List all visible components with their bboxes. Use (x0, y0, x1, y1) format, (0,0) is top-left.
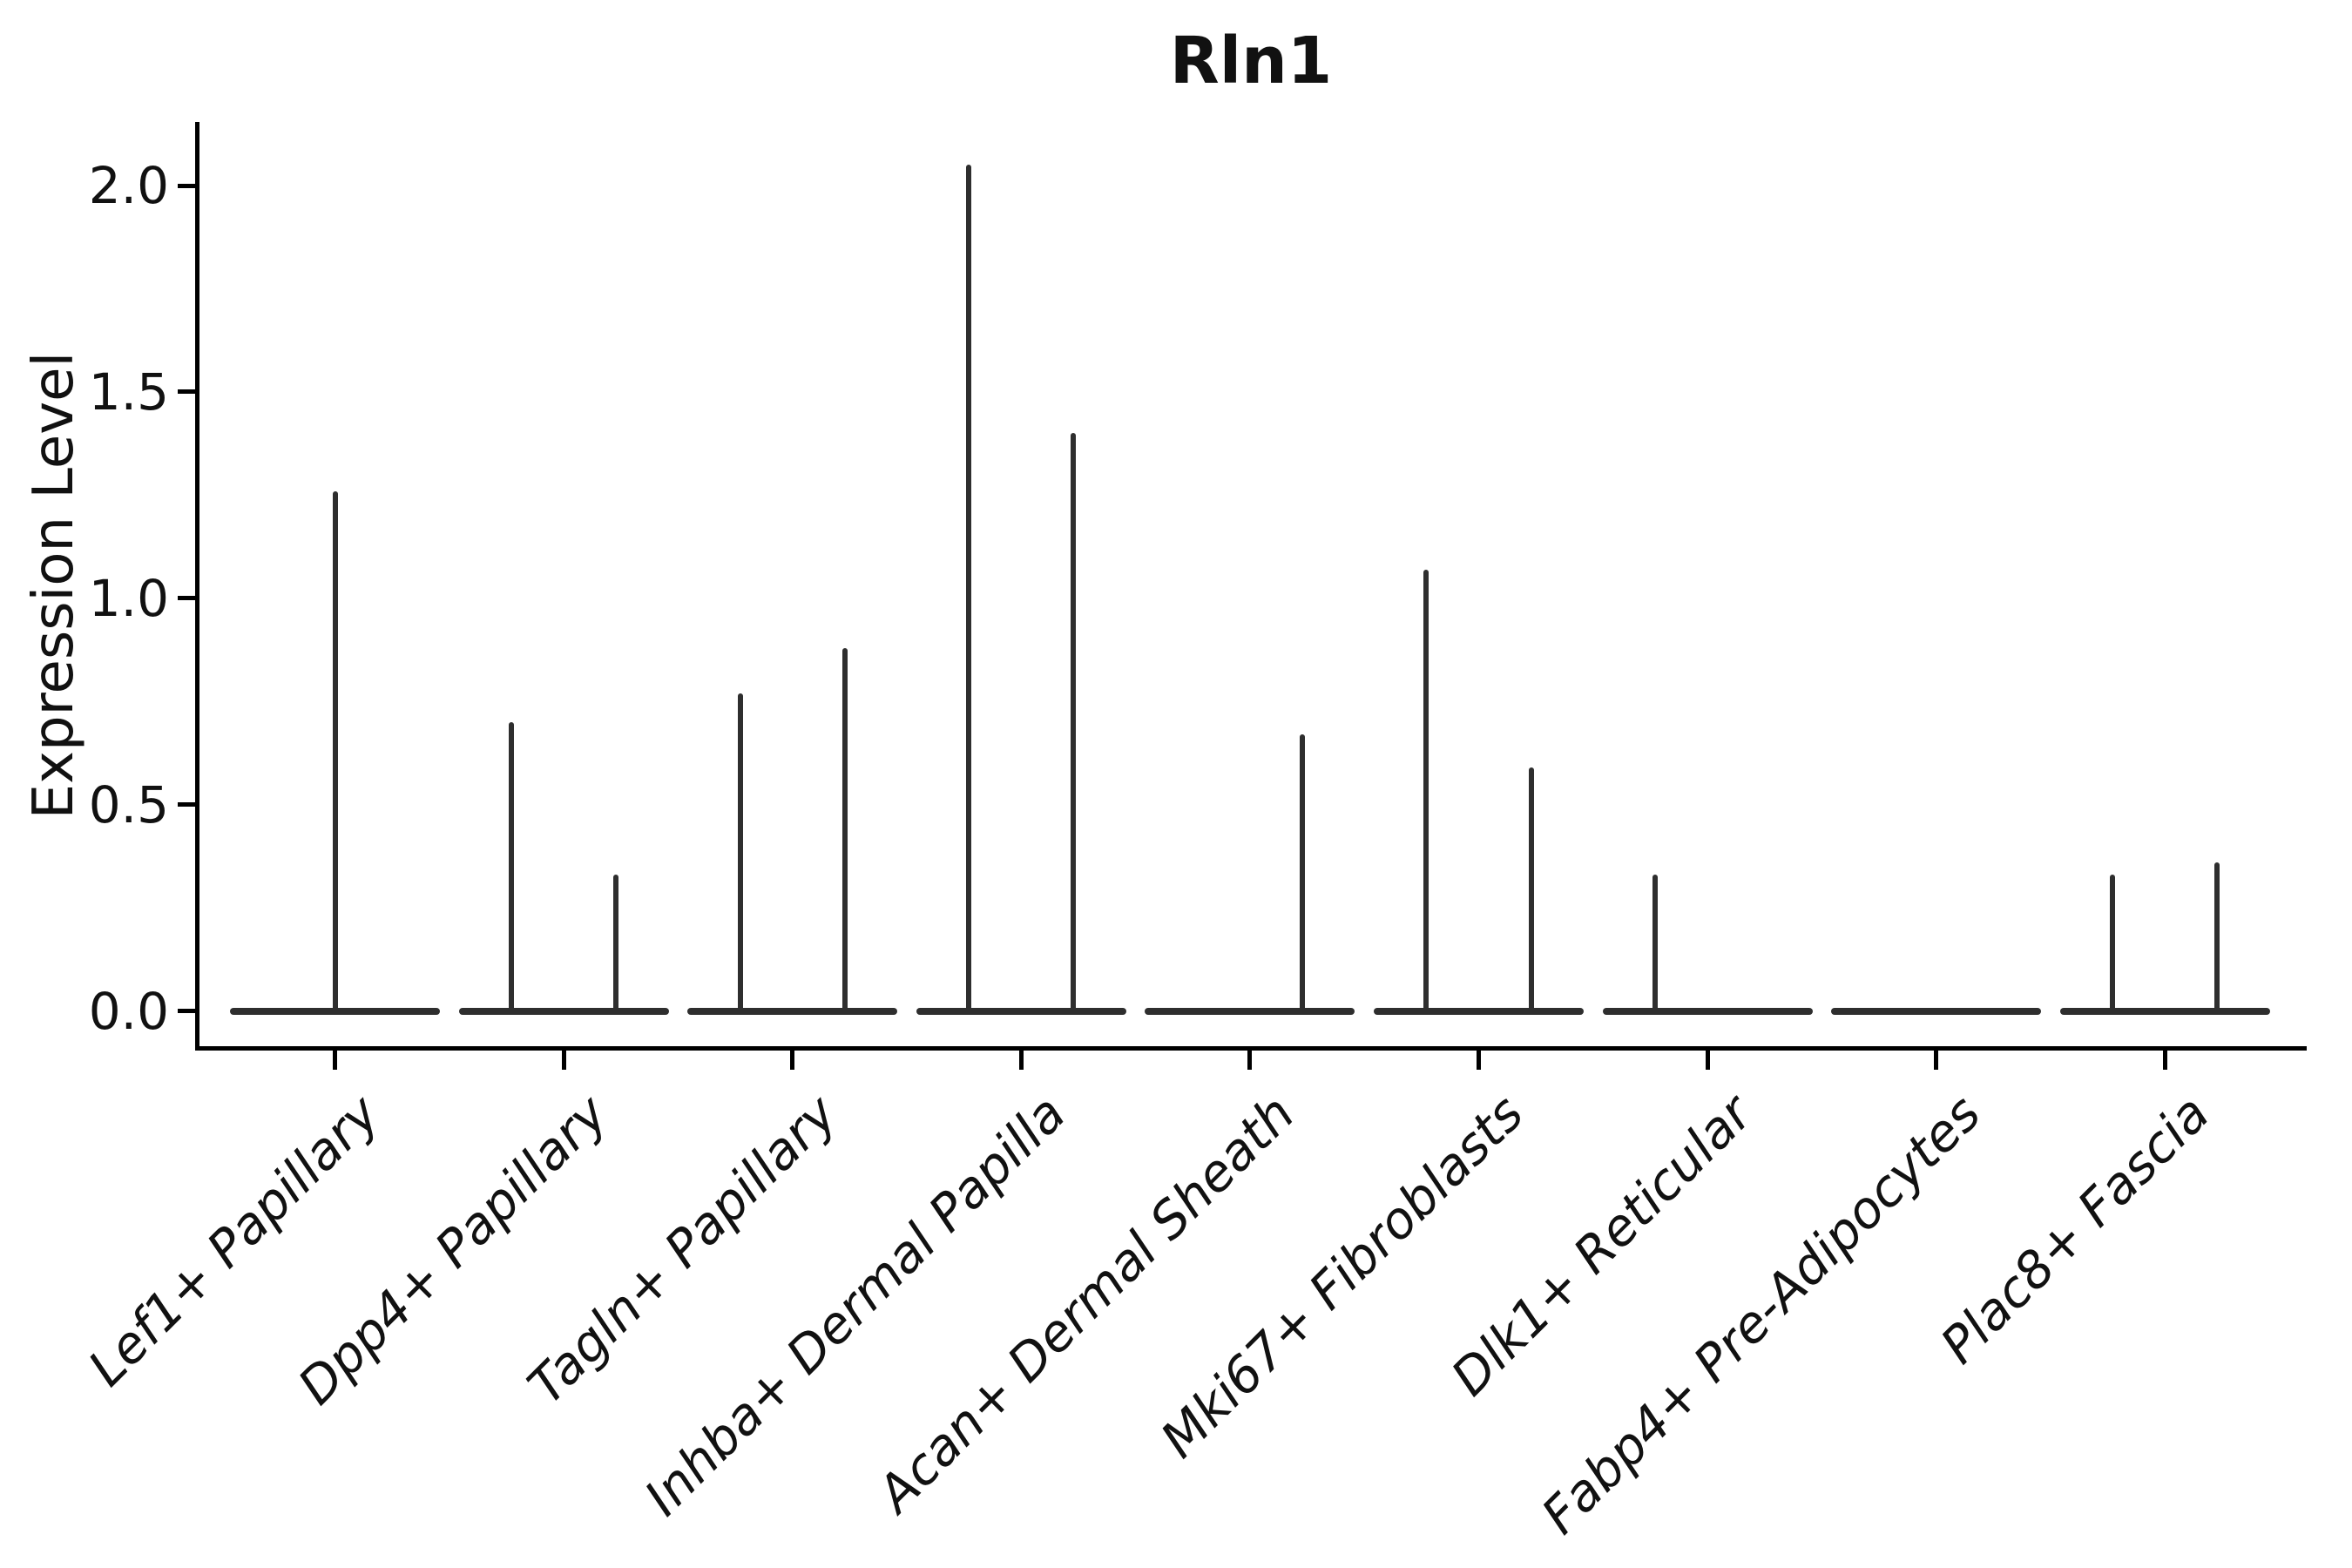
y-tick-mark (178, 596, 195, 601)
violin-spike (2110, 875, 2116, 1014)
y-tick-label: 2.0 (88, 156, 169, 215)
x-tick-mark (333, 1051, 337, 1070)
violin-base (2059, 1007, 2270, 1015)
violin-spike (1071, 433, 1077, 1014)
violin-spike (966, 165, 972, 1014)
x-tick-label: Fabp4+ Pre-Adipocytes (1530, 1083, 1992, 1545)
violin-base (458, 1007, 669, 1015)
violin-base (916, 1007, 1126, 1015)
violin-base (687, 1007, 898, 1015)
violin-base (1831, 1007, 2042, 1015)
violin-spike (2214, 862, 2220, 1014)
y-tick-label: 0.5 (88, 774, 169, 835)
violin-spike (1300, 734, 1305, 1014)
x-tick-mark (1477, 1051, 1481, 1070)
violin-spike (1423, 569, 1429, 1014)
violin-spike (737, 693, 743, 1014)
x-tick-mark (561, 1051, 566, 1070)
violin-spike (509, 721, 514, 1014)
x-tick-mark (1705, 1051, 1710, 1070)
violin-base (1374, 1007, 1584, 1015)
chart-title: Rln1 (1169, 24, 1333, 98)
violin-spike (1652, 875, 1658, 1014)
x-tick-label: Inhba+ Dermal Papilla (633, 1083, 1078, 1528)
y-tick-mark (178, 802, 195, 808)
y-tick-mark (178, 389, 195, 395)
y-tick-label: 1.5 (88, 362, 169, 422)
violin-spike (332, 490, 338, 1014)
x-tick-mark (1934, 1051, 1939, 1070)
y-tick-mark (178, 183, 195, 188)
x-tick-label: Acan+ Dermal Sheath (865, 1083, 1306, 1524)
x-tick-mark (790, 1051, 795, 1070)
x-tick-mark (1247, 1051, 1253, 1070)
violin-spike (841, 647, 848, 1014)
violin-spike (1528, 767, 1534, 1014)
x-tick-mark (2162, 1051, 2167, 1070)
y-tick-label: 0.0 (88, 981, 169, 1041)
violin-base (1145, 1007, 1355, 1015)
x-axis-spine (195, 1046, 2307, 1051)
y-tick-label: 1.0 (88, 568, 169, 628)
y-tick-mark (178, 1009, 195, 1013)
violin-base (1602, 1007, 1813, 1015)
violin-spike (613, 875, 619, 1014)
y-axis-spine (195, 122, 199, 1051)
x-tick-mark (1018, 1051, 1024, 1070)
